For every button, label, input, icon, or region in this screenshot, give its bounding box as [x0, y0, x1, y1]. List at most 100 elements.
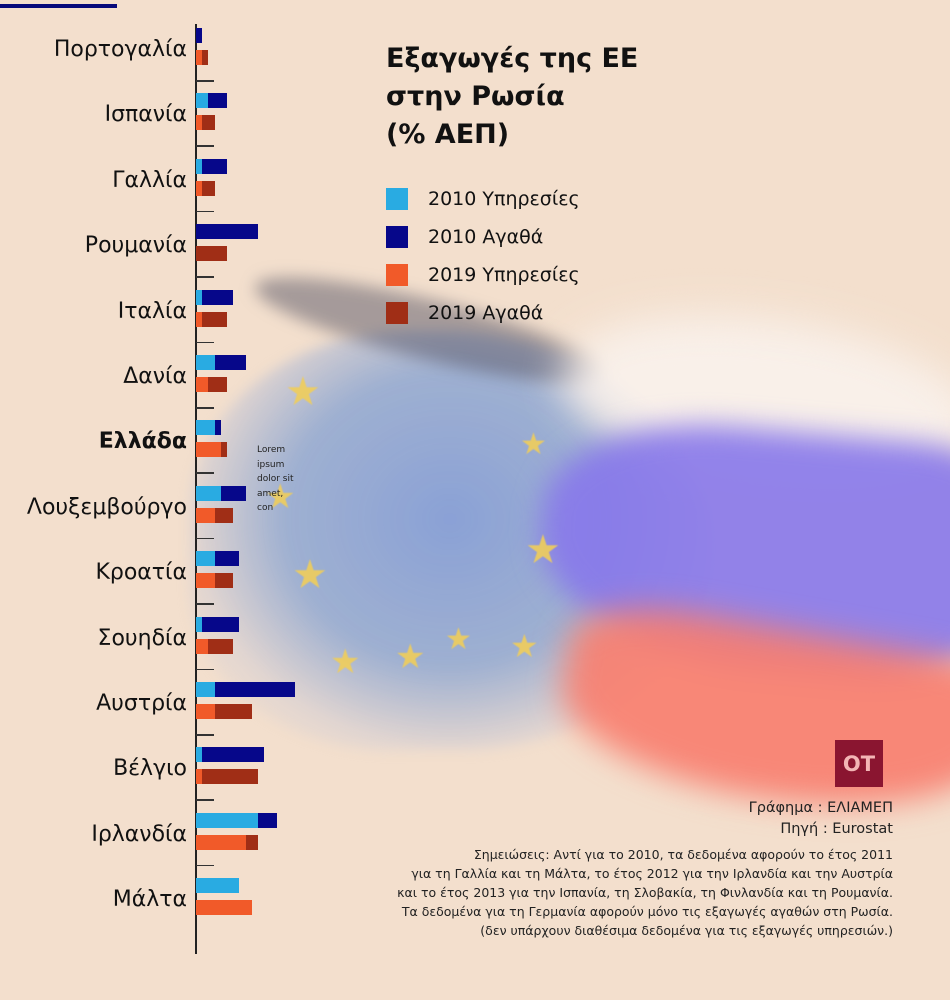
bar-2010 [196, 812, 277, 828]
bar-segment [214, 682, 296, 697]
bar-2019 [196, 834, 258, 850]
category-label: Σουηδία [97, 625, 187, 651]
category-separator-tick [196, 276, 214, 278]
bar-2019 [196, 900, 252, 916]
category-separator-tick [196, 472, 214, 474]
bar-segment [202, 769, 258, 785]
note-line: Τα δεδομένα για τη Γερμανία αφορούν μόνο… [401, 904, 893, 919]
legend-label: 2010 Υπηρεσίες [428, 188, 580, 210]
bar-2010 [196, 682, 296, 697]
bar-2019 [196, 50, 209, 65]
bar-2019 [196, 377, 227, 392]
bar-2019 [196, 442, 227, 458]
category-label: Δανία [123, 364, 187, 389]
bar-segment [202, 158, 227, 174]
title-line: (% ΑΕΠ) [386, 119, 510, 150]
bar-2010 [196, 355, 246, 370]
category-separator-tick [196, 668, 214, 671]
bar-segment [202, 289, 234, 305]
title-line: Εξαγωγές της ΕΕ [386, 43, 639, 74]
bar-segment [196, 485, 221, 501]
star-icon: ★ [445, 622, 472, 657]
bar-segment [202, 616, 240, 632]
bar-2010 [196, 224, 258, 240]
note-line: και το έτος 2013 για την Ισπανία, τη Σλο… [397, 885, 893, 900]
legend-item: 2010 Αγαθά [386, 218, 580, 256]
bar-segment [196, 115, 203, 131]
bar-segment [208, 377, 227, 392]
bar-segment [196, 420, 215, 436]
bar-2010 [196, 158, 227, 174]
bar-segment [202, 311, 227, 327]
legend-swatch-icon [386, 302, 408, 324]
bar-segment [214, 507, 234, 523]
bar-segment [196, 616, 203, 632]
graphic-credit: Γράφημα : ΕΛΙΑΜΕΠ [748, 800, 893, 816]
bar-segment [196, 704, 215, 719]
bar-2010 [196, 747, 265, 763]
bar-2019 [196, 246, 227, 262]
category-label: Ιρλανδία [91, 821, 187, 847]
category-separator-tick [196, 145, 214, 147]
category-separator-tick [196, 210, 214, 213]
category-separator-tick [196, 407, 214, 409]
star-icon: ★ [265, 477, 296, 517]
bar-segment [258, 812, 277, 828]
bar-2019 [196, 115, 215, 131]
star-icon: ★ [285, 369, 321, 415]
legend-swatch-icon [386, 264, 408, 286]
category-separator-tick [196, 799, 214, 801]
bar-segment [196, 769, 203, 785]
bar-segment [196, 355, 215, 370]
bar-segment [196, 747, 203, 763]
bar-segment [196, 442, 221, 458]
note-line: (δεν υπάρχουν διαθέσιμα δεδομένα για τις… [480, 923, 893, 938]
bar-2019 [196, 311, 227, 327]
bar-segment [196, 834, 246, 850]
chart-title: Εξαγωγές της ΕΕ στην Ρωσία (% ΑΕΠ) [386, 40, 706, 154]
notes: Σημειώσεις: Αντί για το 2010, τα δεδομέν… [333, 845, 893, 940]
bar-segment [196, 28, 203, 43]
bar-segment [220, 485, 246, 501]
category-separator-tick [196, 537, 214, 540]
bar-segment [196, 158, 203, 174]
bar-2019 [196, 638, 234, 654]
category-label: Λουξεμβούργο [26, 494, 187, 520]
bar-2019 [196, 704, 252, 719]
category-separator-tick [196, 734, 214, 736]
bar-2019 [196, 507, 234, 523]
bar-segment [196, 93, 209, 109]
category-label: Μάλτα [112, 887, 187, 913]
top-accent-bar [0, 4, 117, 8]
category-label: Βέλγιο [113, 756, 187, 782]
bar-segment [214, 355, 246, 370]
legend-swatch-icon [386, 188, 408, 210]
bar-segment [196, 50, 203, 65]
bar-segment [214, 551, 240, 567]
bar-segment [196, 682, 215, 697]
bar-segment [202, 747, 265, 763]
bar-2010 [196, 93, 227, 109]
note-line: Σημειώσεις: Αντί για το 2010, τα δεδομέν… [473, 847, 893, 862]
bar-segment [196, 573, 215, 589]
y-axis-line [195, 24, 197, 954]
bar-segment [196, 551, 215, 567]
star-icon: ★ [395, 637, 426, 677]
star-icon: ★ [520, 427, 547, 462]
category-separator-tick [196, 864, 214, 867]
bar-segment [214, 573, 234, 589]
bar-2019 [196, 180, 215, 196]
legend-item: 2019 Αγαθά [386, 294, 580, 332]
bar-2010 [196, 616, 240, 632]
bar-segment [202, 180, 215, 196]
bar-segment [202, 115, 215, 131]
bar-segment [196, 377, 209, 392]
bar-2010 [196, 551, 240, 567]
category-label: Αυστρία [96, 691, 187, 716]
category-label: Γαλλία [112, 167, 187, 193]
bar-segment [208, 638, 234, 654]
bar-segment [214, 420, 221, 436]
bar-2010 [196, 878, 240, 894]
title-line: στην Ρωσία [386, 81, 565, 112]
legend-label: 2019 Υπηρεσίες [428, 264, 580, 286]
